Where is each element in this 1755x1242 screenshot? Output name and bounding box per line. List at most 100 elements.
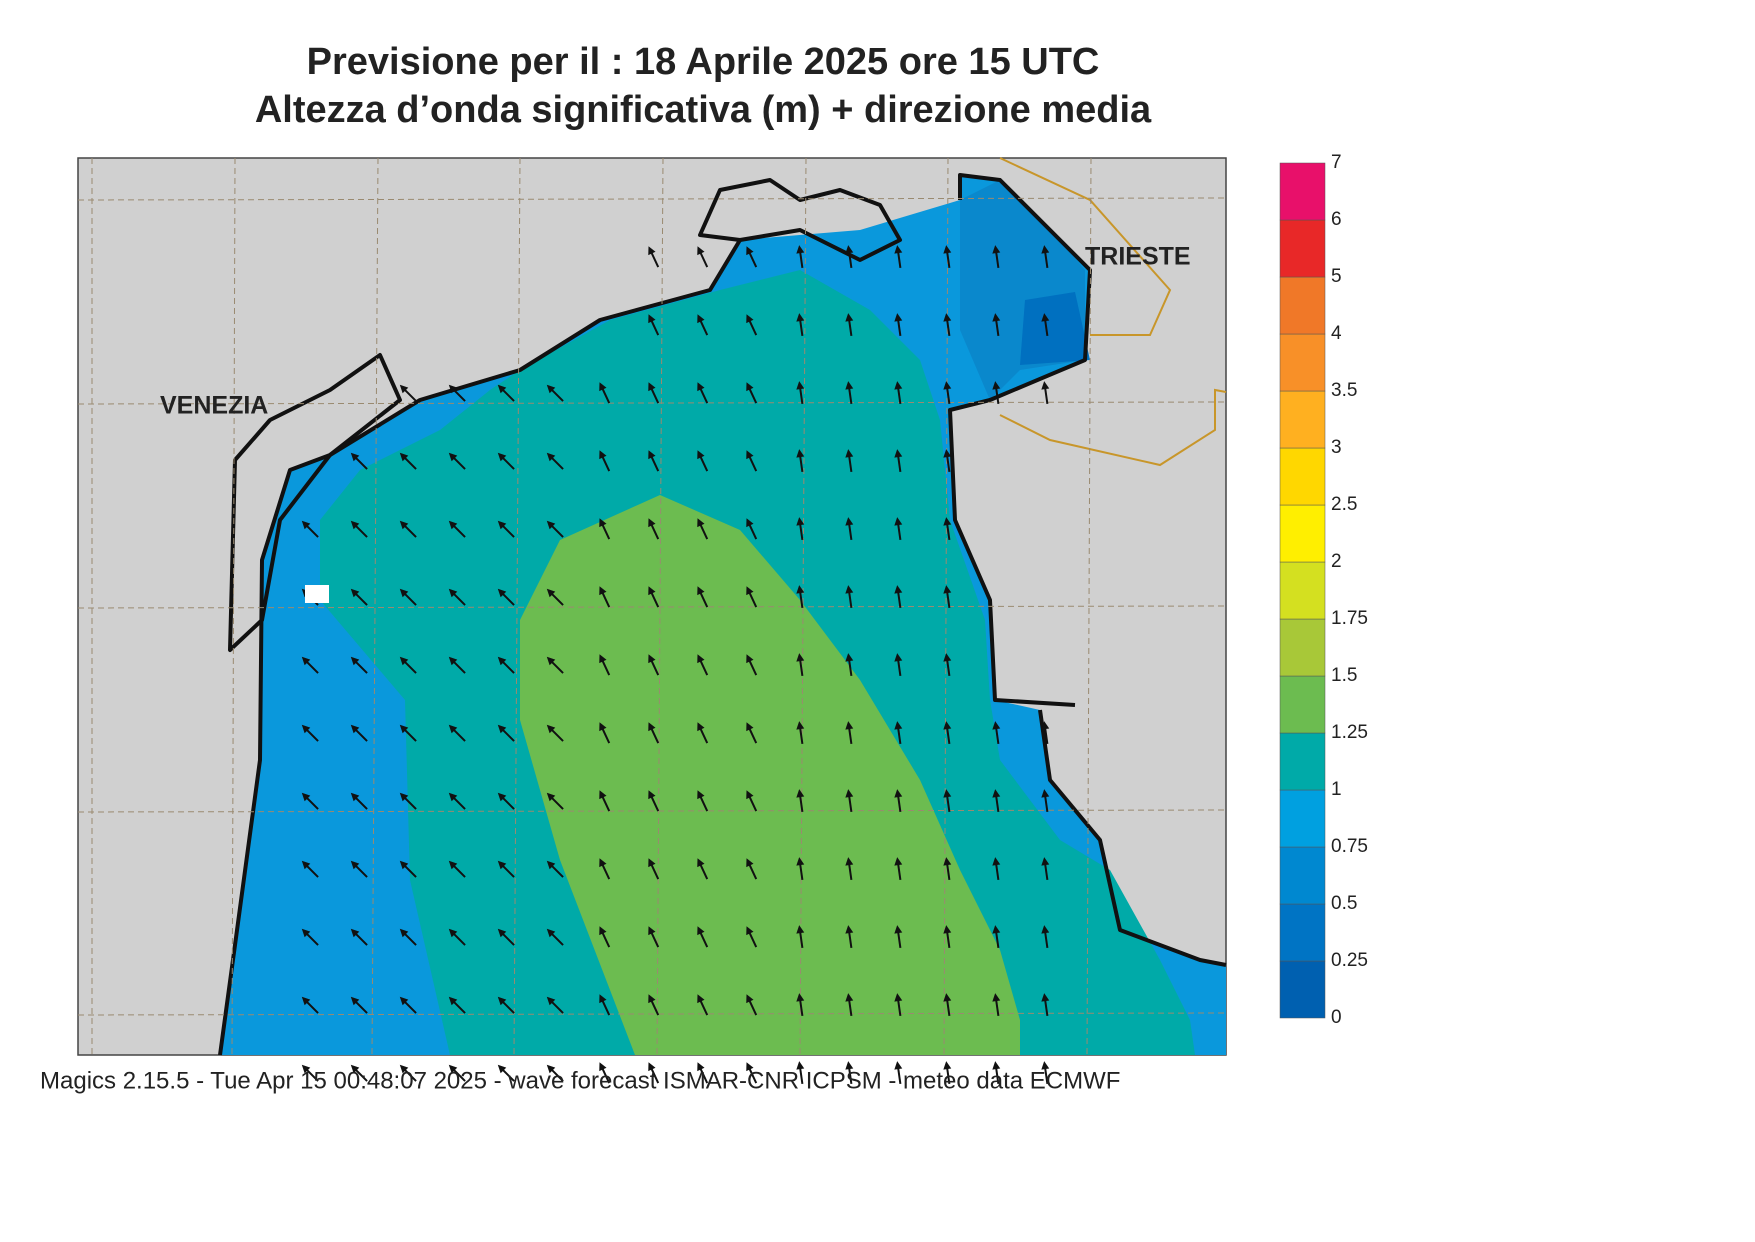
legend-level: 0.75 [1331,836,1368,857]
wave-arrow [546,928,564,946]
wave-arrow [648,1062,660,1084]
wave-arrow [845,381,854,405]
wave-arrow [845,789,854,813]
wave-arrow [894,721,903,745]
legend-level: 2 [1331,551,1342,572]
arrow-head [648,926,656,936]
wave-arrow [943,585,952,609]
wave-arrow [1041,789,1050,813]
arrow-head [845,857,854,866]
arrow-head [845,653,854,662]
arrow-head [796,653,805,662]
legend-level: 1 [1331,779,1342,800]
arrow-head [796,789,805,798]
arrow-head [943,789,952,798]
wave-arrow [546,724,564,742]
legend-level: 2.5 [1331,494,1357,515]
arrow-head [894,517,903,526]
arrow-head [796,245,805,254]
wave-arrow [746,654,758,676]
legend-swatch [1279,960,1326,1019]
wave-arrow [992,993,1001,1017]
wave-arrow [648,518,660,540]
wave-arrow [943,313,952,337]
wave-arrow [697,382,709,404]
arrow-head [894,993,903,1002]
wave-arrow [546,588,564,606]
wave-arrow [599,790,611,812]
wave-arrow [648,654,660,676]
arrow-head [943,245,952,254]
wave-arrow [943,789,952,813]
legend-level: 3.5 [1331,380,1357,401]
wave-arrow [796,1061,805,1085]
wave-arrow [992,789,1001,813]
arrow-head [796,857,805,866]
coastline [218,173,1227,1056]
arrow-head [894,313,903,322]
wave-arrow [1041,245,1050,269]
arrow-head [894,1061,903,1070]
wave-arrow [992,925,1001,949]
arrow-head [697,1062,705,1072]
arrow-head [992,245,1001,254]
arrow-head [546,656,556,666]
border [999,157,1227,467]
wave-arrow [599,382,611,404]
arrow-head [1041,381,1050,390]
arrow-head [648,314,656,324]
wave-arrow [697,586,709,608]
legend-swatch [1279,618,1326,677]
wave-arrow [992,313,1001,337]
arrow-head [992,381,1001,390]
wave-arrow [845,925,854,949]
arrow-head [845,721,854,730]
arrow-head [546,792,556,802]
arrow-head [648,994,656,1004]
wave-arrow [648,858,660,880]
wave-arrow [992,857,1001,881]
arrow-head [599,518,607,528]
arrow-head [1041,721,1050,730]
city-label: VENEZIA [160,392,268,420]
legend-level: 5 [1331,266,1342,287]
wave-arrow [943,449,952,473]
wave-arrow [796,993,805,1017]
arrow-head [1041,1061,1050,1070]
arrow-head [845,517,854,526]
wave-arrow [1041,925,1050,949]
wave-arrow [796,585,805,609]
wave-arrow [599,654,611,676]
arrow-head [992,925,1001,934]
legend-level: 0.5 [1331,893,1357,914]
arrow-head [546,860,556,870]
map: VENEZIA TRIESTE [77,157,1227,1085]
arrow-head [599,450,607,460]
wave-arrow [599,994,611,1016]
wave-arrow [943,517,952,541]
arrow-head [845,381,854,390]
wave-arrow [796,381,805,405]
wave-arrow [796,925,805,949]
land [228,353,402,652]
arrow-head [943,449,952,458]
wave-arrow [546,520,564,538]
wave-arrow [648,586,660,608]
wave-arrow [697,994,709,1016]
arrow-head [845,449,854,458]
wave-arrow [943,1061,952,1085]
wave-arrow [1041,857,1050,881]
arrow-head [845,313,854,322]
arrow-head [546,588,556,598]
wave-arrow [648,382,660,404]
arrow-head [697,790,705,800]
wave-arrow [648,722,660,744]
wave-arrow [894,381,903,405]
arrow-head [894,245,903,254]
legend-level: 1.5 [1331,665,1357,686]
arrow-head [992,993,1001,1002]
wave-arrow [648,314,660,336]
arrow-head [697,586,705,596]
legend-swatch [1279,675,1326,734]
wave-arrow [943,857,952,881]
